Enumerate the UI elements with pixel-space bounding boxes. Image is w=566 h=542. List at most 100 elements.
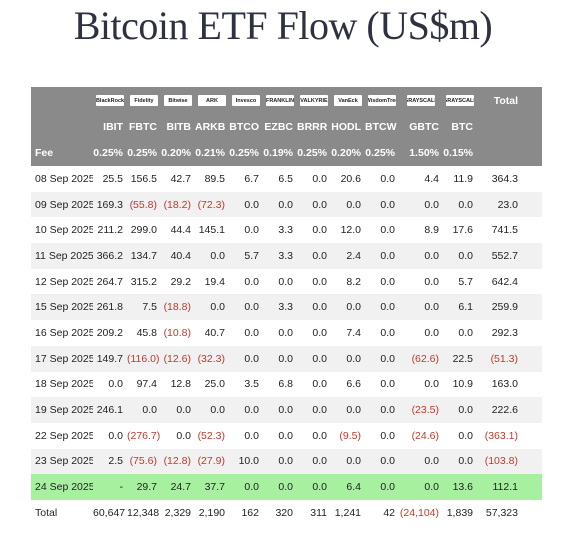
flow-cell-btc: 10.9 — [452, 378, 473, 391]
total-cell-hodl: 1,241 — [334, 506, 361, 519]
flow-cell-fbtc: 45.8 — [136, 326, 157, 339]
table-body: 08 Sep 2025 25.5 156.5 42.7 89.5 6.7 6.5 0.0 20.… — [31, 166, 542, 500]
fee-btco: 0.25% — [229, 147, 259, 159]
flow-cell-ezbc: 0.0 — [278, 429, 293, 442]
row-total: 163.0 — [491, 378, 518, 391]
flow-cell-btco: 0.0 — [244, 326, 259, 339]
row-date: 24 Sep 2025 — [35, 481, 93, 494]
flow-cell-btcw: 0.0 — [380, 249, 395, 262]
table-row: 18 Sep 2025 0.0 97.4 12.8 25.0 3.5 6.8 0.0 6.6 0.… — [31, 371, 542, 398]
flow-cell-hodl: 6.4 — [346, 481, 361, 494]
fee-btcw: 0.25% — [365, 147, 395, 159]
flow-cell-btc: 22.5 — [452, 352, 473, 365]
row-total: 23.0 — [497, 198, 518, 211]
row-total: 741.5 — [491, 224, 518, 237]
logo-cell-arkb: ARK — [195, 95, 229, 106]
fee-row: Fee 0.25% 0.25% 0.20% 0.21% 0.25% 0.19% 0.25% 0.… — [31, 140, 542, 166]
flow-cell-hodl: 8.2 — [346, 275, 361, 288]
row-total: (363.1) — [484, 429, 518, 442]
issuer-logo-row: BlackRock Fidelity Bitwise ARK Invesco FRANKL… — [31, 87, 542, 114]
flow-cell-arkb: 37.7 — [204, 481, 225, 494]
flow-cell-brrr: 0.0 — [312, 378, 327, 391]
flow-cell-arkb: 0.0 — [210, 404, 225, 417]
row-total: 642.4 — [491, 275, 518, 288]
flow-cell-ibit: 2.5 — [108, 455, 123, 468]
logo-cell-ezbc: FRANKLIN — [263, 95, 297, 106]
total-cell-ibit: 60,647 — [93, 506, 126, 519]
flow-cell-btcw: 0.0 — [380, 198, 395, 211]
table-row: 10 Sep 2025 211.2 299.0 44.4 145.1 0.0 3.3 0.0 1… — [31, 217, 542, 244]
flow-cell-fbtc: 7.5 — [142, 301, 157, 314]
flow-cell-arkb: 25.0 — [204, 378, 225, 391]
flow-cell-fbtc: 97.4 — [136, 378, 157, 391]
flow-cell-arkb: 89.5 — [204, 172, 225, 185]
flow-cell-arkb: 40.7 — [204, 326, 225, 339]
flow-cell-bitb: (18.8) — [163, 301, 191, 314]
table-row: 19 Sep 2025 246.1 0.0 0.0 0.0 0.0 0.0 0.0 0.0 0.0… — [31, 397, 542, 423]
issuer-logo-brrr: VALKYRIE — [300, 95, 328, 106]
flow-cell-brrr: 0.0 — [312, 301, 327, 314]
flow-cell-btc: 0.0 — [458, 429, 473, 442]
row-date: 23 Sep 2025 — [35, 455, 93, 468]
flow-cell-ezbc: 3.3 — [278, 249, 293, 262]
flow-cell-brrr: 0.0 — [312, 404, 327, 417]
row-date: 11 Sep 2025 — [35, 249, 93, 262]
total-cell-ezbc: 320 — [275, 506, 293, 519]
table-row: 22 Sep 2025 0.0 (276.7) 0.0 (52.3) 0.0 0.0 0.0 (… — [31, 422, 542, 449]
total-cell-brrr: 311 — [310, 506, 327, 519]
flow-cell-btcw: 0.0 — [380, 172, 395, 185]
table-row: 08 Sep 2025 25.5 156.5 42.7 89.5 6.7 6.5 0.0 20.… — [31, 166, 542, 192]
flow-cell-gbtc: (62.6) — [411, 352, 439, 365]
flow-cell-fbtc: 0.0 — [142, 404, 157, 417]
table-row: 23 Sep 2025 2.5 (75.6) (12.8) (27.9) 10.0 0.0 0… — [31, 448, 542, 475]
flow-cell-btc: 0.0 — [458, 404, 473, 417]
flow-cell-btc: 17.6 — [452, 224, 473, 237]
total-column-header: Total — [493, 94, 518, 107]
fee-arkb: 0.21% — [195, 147, 225, 159]
flow-cell-brrr: 0.0 — [312, 224, 327, 237]
ticker-header-row: IBIT FBTC BITB ARKB BTCO EZBC BRRR HODL BTCW GBTC… — [31, 114, 542, 140]
flow-cell-gbtc: 0.0 — [424, 481, 439, 494]
flow-cell-brrr: 0.0 — [312, 198, 327, 211]
flow-cell-arkb: (27.9) — [197, 455, 225, 468]
total-cell-fbtc: 12,348 — [127, 506, 160, 519]
flow-cell-hodl: 0.0 — [346, 198, 361, 211]
table-row: 12 Sep 2025 264.7 315.2 29.2 19.4 0.0 0.0 0.0 8.… — [31, 268, 542, 295]
flow-cell-bitb: 29.2 — [170, 275, 191, 288]
flow-cell-fbtc: (75.6) — [129, 455, 157, 468]
flow-cell-arkb: 0.0 — [210, 301, 225, 314]
flow-cell-btco: 0.0 — [244, 481, 259, 494]
flow-cell-gbtc: 8.9 — [424, 224, 439, 237]
flow-cell-btc: 0.0 — [458, 455, 473, 468]
ticker-header-btco: BTCO — [229, 121, 259, 133]
flow-cell-arkb: (32.3) — [197, 352, 225, 365]
total-cell-btc: 1,839 — [446, 506, 473, 519]
flow-cell-ibit: 366.2 — [96, 249, 123, 262]
row-date: 10 Sep 2025 — [35, 224, 93, 237]
total-row: Total 60,647 12,348 2,329 2,190 162 320 311 1,24… — [31, 499, 542, 526]
issuer-logo-btco: Invesco — [232, 95, 260, 106]
total-cell-bitb: 2,329 — [164, 506, 191, 519]
flow-cell-gbtc: 0.0 — [424, 455, 439, 468]
flow-cell-ibit: - — [119, 481, 124, 494]
fee-ezbc: 0.19% — [263, 147, 293, 159]
flow-cell-hodl: 7.4 — [346, 326, 361, 339]
flow-cell-btc: 0.0 — [458, 198, 473, 211]
total-cell-btcw: 42 — [383, 506, 395, 519]
fee-label: Fee — [35, 147, 54, 159]
flow-cell-brrr: 0.0 — [312, 326, 327, 339]
issuer-logo-btc: GRAYSCALE — [446, 95, 474, 106]
flow-cell-bitb: 44.4 — [170, 224, 191, 237]
logo-cell-btco: Invesco — [229, 95, 263, 106]
issuer-logo-ibit: BlackRock — [96, 95, 124, 106]
flow-cell-btco: 5.7 — [244, 249, 259, 262]
flow-cell-brrr: 0.0 — [312, 455, 327, 468]
logo-cell-ibit: BlackRock — [93, 95, 127, 106]
issuer-logo-hodl: VanEck — [334, 95, 362, 106]
row-date: 12 Sep 2025 — [35, 275, 93, 288]
flow-cell-gbtc: 0.0 — [424, 275, 439, 288]
flow-cell-fbtc: 29.7 — [136, 481, 157, 494]
row-date: 16 Sep 2025 — [35, 326, 93, 339]
grand-total: 57,323 — [485, 506, 518, 519]
flow-cell-ezbc: 6.8 — [278, 378, 293, 391]
